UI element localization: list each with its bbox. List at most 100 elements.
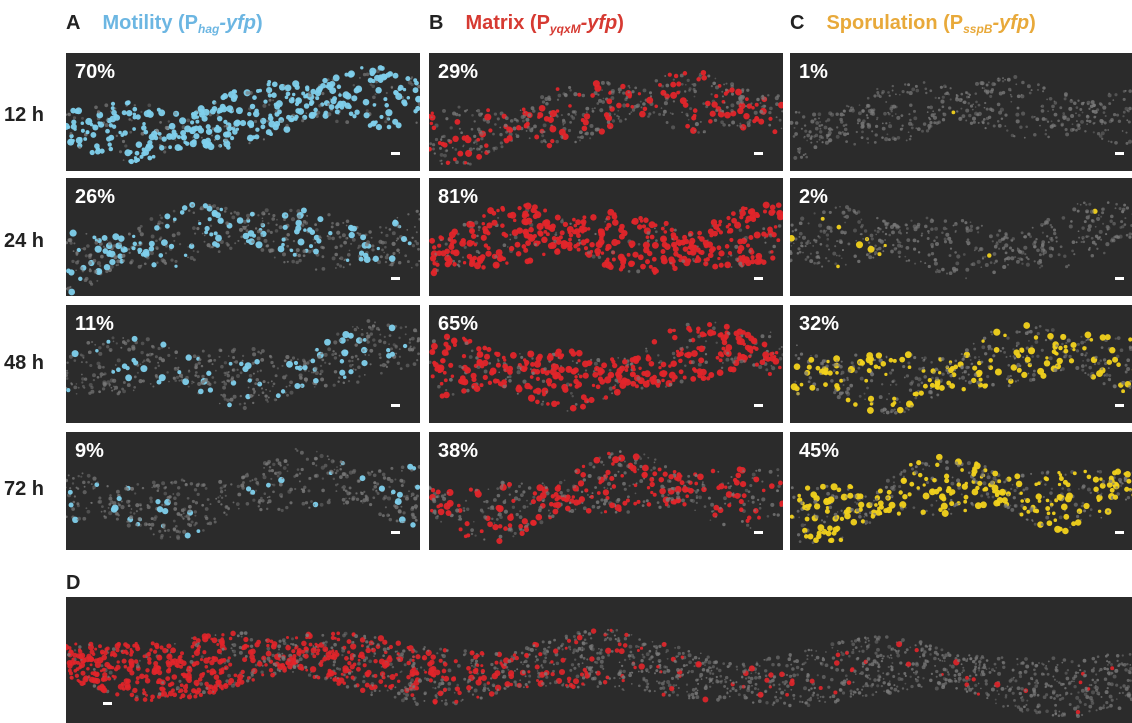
cell-speckle	[242, 365, 249, 373]
cell-speckle	[870, 237, 874, 241]
cell-speckle	[876, 216, 879, 220]
cell-speckle	[730, 366, 737, 373]
cell-speckle	[193, 365, 198, 370]
cell-speckle	[858, 104, 861, 106]
cell-speckle	[130, 119, 133, 122]
cell-speckle	[296, 214, 301, 219]
cell-speckle	[840, 373, 843, 376]
cell-speckle	[172, 493, 175, 495]
cell-speckle	[269, 230, 273, 234]
cell-speckle	[1040, 261, 1043, 264]
cell-speckle	[183, 479, 186, 483]
cell-speckle	[386, 348, 391, 353]
cell-speckle	[334, 252, 338, 257]
cell-speckle	[372, 95, 376, 100]
cell-speckle	[219, 490, 224, 494]
cell-speckle	[1094, 355, 1098, 359]
cell-speckle	[534, 243, 537, 246]
cell-speckle	[790, 120, 794, 125]
cell-speckle	[72, 116, 77, 120]
cell-speckle	[271, 217, 276, 221]
cell-speckle	[819, 127, 822, 130]
cell-speckle	[327, 112, 332, 117]
cell-speckle	[686, 99, 689, 102]
cell-speckle	[146, 353, 150, 357]
cell-speckle	[69, 285, 72, 289]
cell-speckle	[379, 333, 382, 336]
cell-speckle	[724, 261, 732, 269]
cell-speckle	[843, 127, 848, 132]
cell-speckle	[639, 110, 646, 118]
cell-speckle	[668, 364, 672, 368]
cell-speckle	[414, 239, 417, 243]
cell-speckle	[407, 213, 410, 216]
cell-speckle	[913, 227, 918, 232]
cell-speckle	[272, 483, 276, 487]
cell-speckle	[554, 214, 561, 221]
cell-speckle	[258, 382, 260, 384]
cell-speckle	[987, 344, 992, 349]
cell-speckle	[304, 501, 309, 505]
cell-speckle	[429, 360, 432, 364]
cell-speckle	[774, 96, 779, 101]
cell-speckle	[152, 517, 157, 521]
cell-speckle	[803, 135, 806, 138]
cell-speckle	[630, 380, 637, 387]
cell-speckle	[867, 245, 875, 253]
cell-speckle	[366, 332, 369, 335]
cell-speckle	[260, 222, 264, 226]
cell-speckle	[733, 330, 740, 337]
cell-speckle	[319, 372, 322, 376]
cell-speckle	[495, 362, 501, 368]
cell-speckle	[352, 368, 355, 371]
cell-speckle	[100, 375, 102, 378]
cell-speckle	[714, 94, 719, 99]
cell-speckle	[142, 122, 146, 126]
cell-speckle	[686, 78, 690, 82]
cell-speckle	[1096, 247, 1099, 250]
cell-speckle	[355, 85, 363, 93]
scale-bar	[391, 152, 400, 155]
cell-speckle	[639, 100, 642, 103]
cell-speckle	[115, 517, 119, 521]
cell-speckle	[643, 247, 650, 254]
cell-speckle	[1044, 132, 1048, 136]
cell-speckle	[819, 242, 823, 246]
cell-speckle	[219, 240, 224, 244]
cell-speckle	[286, 238, 289, 241]
cell-speckle	[1075, 241, 1078, 244]
cell-speckle	[394, 478, 397, 481]
cell-speckle	[805, 155, 808, 159]
cell-speckle	[1020, 94, 1023, 96]
cell-speckle	[1107, 367, 1110, 370]
cell-speckle	[369, 503, 373, 507]
cell-speckle	[836, 224, 842, 230]
cell-speckle	[407, 463, 414, 470]
cell-speckle	[1080, 340, 1085, 345]
cell-speckle	[835, 254, 838, 257]
cell-speckle	[122, 130, 128, 136]
cell-speckle	[378, 512, 382, 517]
cell-speckle	[1092, 103, 1096, 107]
cell-speckle	[649, 95, 653, 98]
cell-speckle	[220, 496, 224, 499]
cell-speckle	[281, 477, 284, 480]
cell-speckle	[296, 209, 301, 214]
cell-speckle	[371, 244, 375, 248]
cell-speckle	[126, 487, 130, 491]
cell-speckle	[1079, 108, 1083, 111]
cell-speckle	[978, 356, 980, 358]
cell-speckle	[778, 357, 783, 361]
cell-speckle	[765, 368, 769, 372]
cell-speckle	[888, 94, 891, 97]
cell-speckle	[898, 93, 901, 96]
cell-speckle	[1032, 373, 1036, 377]
cell-speckle	[561, 118, 566, 122]
cell-speckle	[224, 206, 228, 211]
cell-speckle	[1051, 246, 1054, 250]
cell-speckle	[459, 240, 466, 247]
cell-speckle	[884, 239, 887, 241]
cell-speckle	[324, 338, 331, 346]
column-title-matrix: Matrix (PyqxM-yfp)	[465, 12, 624, 35]
cell-speckle	[833, 355, 841, 363]
